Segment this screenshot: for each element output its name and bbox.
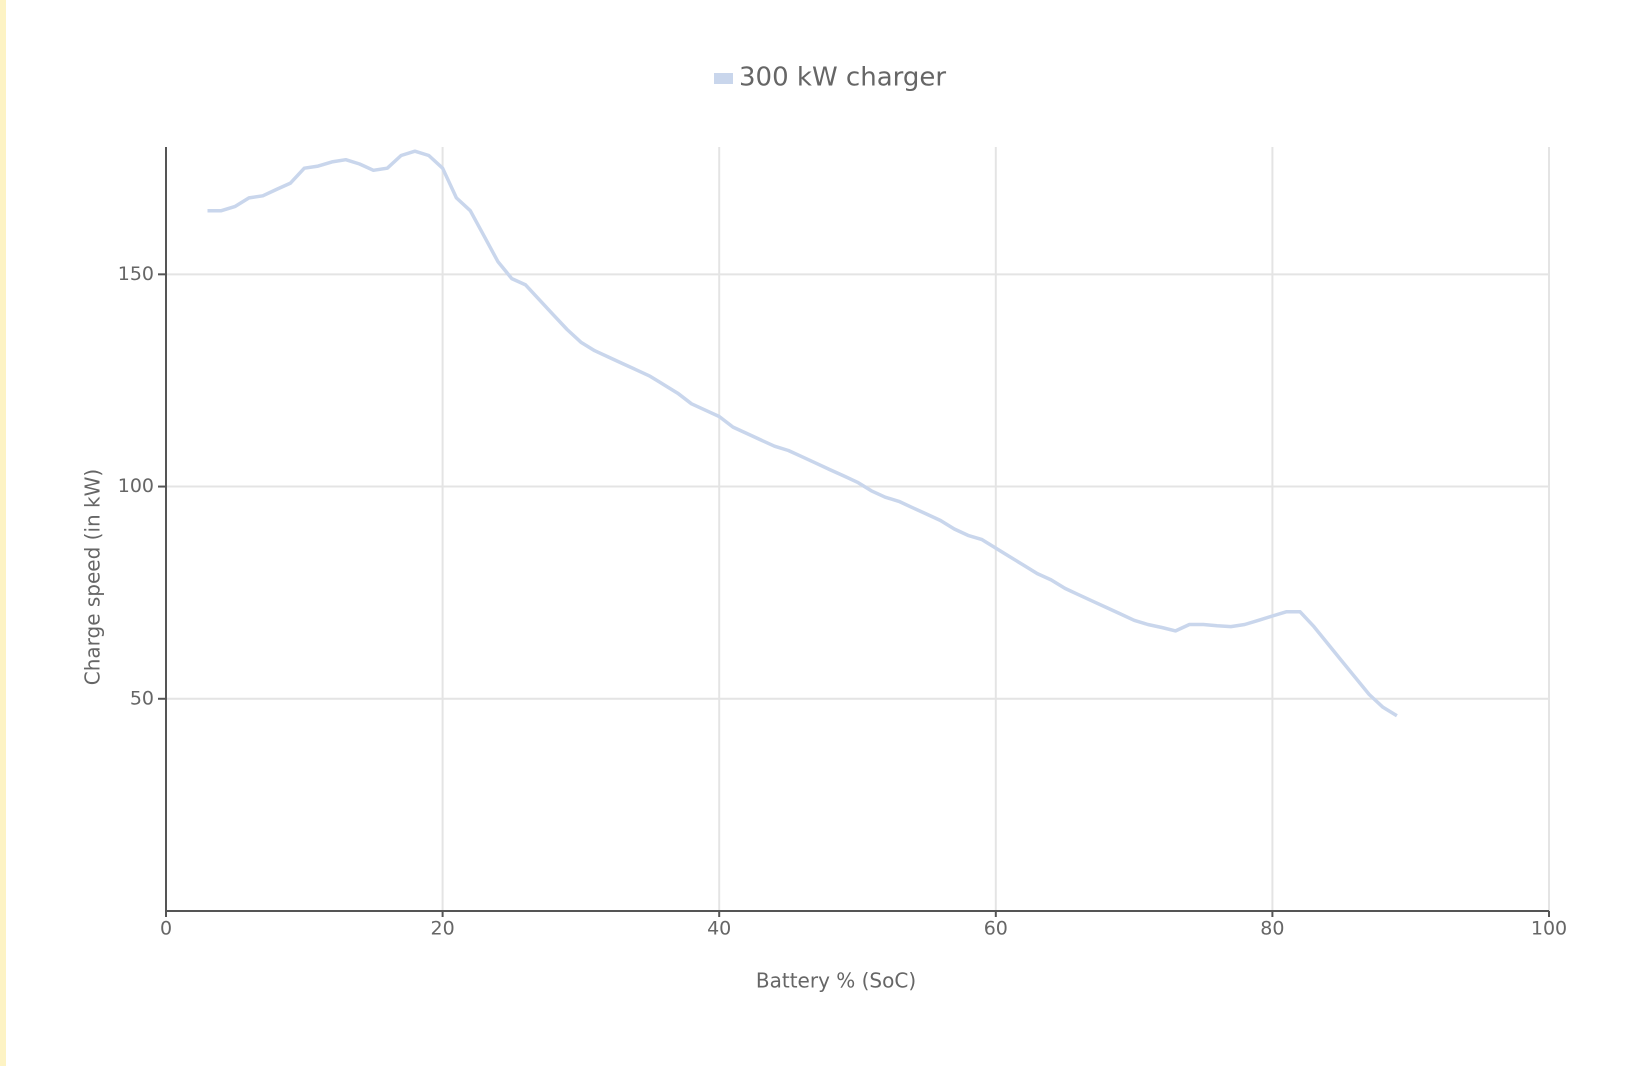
y-tick-label: 150 xyxy=(118,263,154,285)
x-tick-label: 40 xyxy=(707,918,731,940)
y-tick-label: 50 xyxy=(130,687,154,709)
x-tick-label: 100 xyxy=(1531,918,1567,940)
x-tick-label: 0 xyxy=(160,918,172,940)
x-tick-label: 20 xyxy=(431,918,455,940)
side-strip xyxy=(0,0,6,1066)
legend-swatch xyxy=(714,73,733,84)
data-line xyxy=(207,149,1398,718)
x-axis-title: Battery % (SoC) xyxy=(756,969,916,993)
legend-label: 300 kW charger xyxy=(739,63,946,93)
x-tick-label: 80 xyxy=(1260,918,1284,940)
y-tick-label: 100 xyxy=(118,475,154,497)
x-tick-label: 60 xyxy=(984,918,1008,940)
y-axis-title: Charge speed (in kW) xyxy=(81,469,105,685)
